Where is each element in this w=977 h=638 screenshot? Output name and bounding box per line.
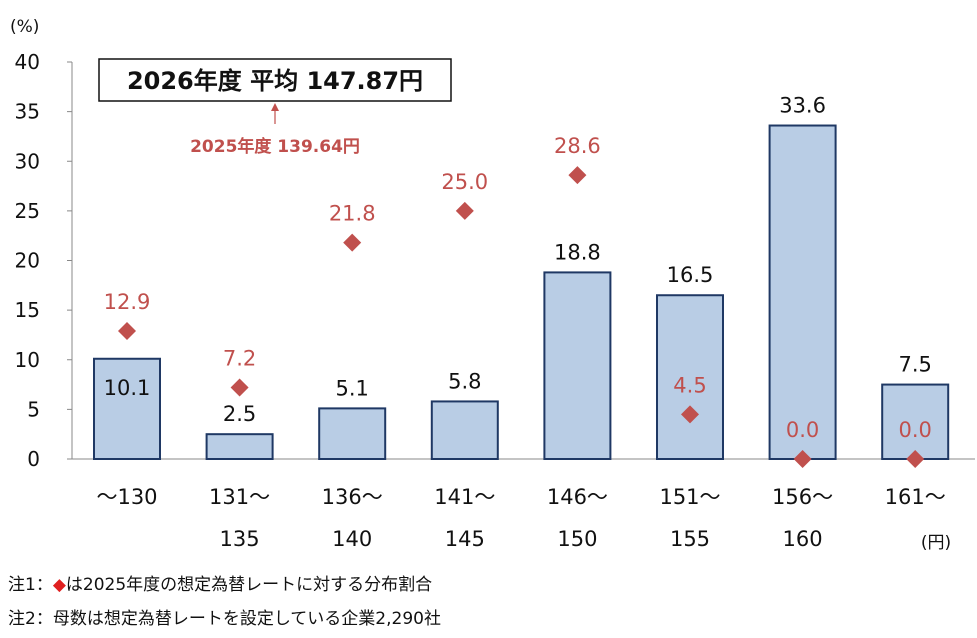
footnote-1: 注1：◆は2025年度の想定為替レートに対する分布割合 [8,570,432,595]
diamond-value-label: 25.0 [441,170,488,194]
x-tick-label: 150 [557,527,597,551]
previous-year-annotation: 2025年度 139.64円 [190,136,360,157]
y-tick-label: 15 [15,298,40,322]
diamond-value-label: 0.0 [786,418,819,442]
bar [318,407,387,461]
y-tick-label: 40 [15,50,40,74]
x-tick-label: 131～ [209,485,270,509]
y-tick-label: 35 [15,100,40,124]
bar-value-label: 5.1 [335,376,368,400]
diamond-point [793,450,812,468]
average-annotation-box [98,58,452,102]
diamond-point [568,166,587,185]
x-tick-label: ～130 [96,485,157,509]
x-tick-label: 141～ [434,485,495,509]
x-tick-label: 140 [332,527,372,551]
bar [881,383,950,460]
bar-value-label: 10.1 [104,376,151,400]
bar [430,400,499,460]
x-tick-label: 136～ [322,485,383,509]
diamond-value-label: 21.8 [329,202,376,226]
bar-value-label: 16.5 [667,263,714,287]
y-tick-label: 20 [15,249,40,273]
diamond-marker-icon: ◆ [52,575,66,595]
x-tick-label: 161～ [885,485,946,509]
annotation-arrow-head [271,103,279,111]
diamond-value-label: 4.5 [673,373,706,397]
x-tick-label: 135 [220,527,260,551]
diamond-point [681,405,699,424]
bar [656,294,724,460]
y-axis-unit-label: (%) [10,17,39,37]
diamond-value-label: 12.9 [104,290,151,314]
diamond-point [906,450,925,468]
bar [543,271,612,460]
bar-value-label: 18.8 [554,240,601,264]
x-tick-label: 160 [783,527,823,551]
bar [768,124,837,461]
y-tick-label: 25 [15,199,40,223]
diamond-value-label: 0.0 [898,418,931,442]
y-tick-label: 5 [27,397,40,421]
x-tick-label: 156～ [772,485,833,509]
diamond-point [118,321,136,340]
bar-value-label: 5.8 [448,369,481,393]
x-tick-label: 146～ [547,485,608,509]
diamond-value-label: 7.2 [223,347,256,371]
x-axis-unit-label: (円) [921,533,951,553]
bar-value-label: 2.5 [223,402,256,426]
bar [93,357,161,461]
bar [205,433,274,460]
y-tick-label: 30 [15,149,40,173]
x-tick-label: 145 [445,527,485,551]
average-annotation-text: 2026年度 平均 147.87円 [127,67,423,95]
chart: (%) 0 5 10 15 20 25 30 35 40 ～130 131～ 135 136～ 140 141… [10,17,975,553]
diamond-point [230,378,249,397]
y-tick-label: 0 [27,447,40,471]
bar-value-label: 33.6 [779,94,826,118]
x-tick-label: 155 [670,527,710,551]
footnote-1-prefix: 注1： [8,575,53,595]
y-tick-label: 10 [15,348,40,372]
x-tick-label: 151～ [659,485,720,509]
diamond-value-label: 28.6 [554,134,601,158]
footnote-2: 注2：母数は想定為替レートを設定している企業2,290社 [8,609,441,629]
footnote-1-text: は2025年度の想定為替レートに対する分布割合 [65,575,433,595]
diamond-point [343,233,362,252]
diamond-point [455,201,474,220]
bar-value-label: 7.5 [898,353,931,377]
